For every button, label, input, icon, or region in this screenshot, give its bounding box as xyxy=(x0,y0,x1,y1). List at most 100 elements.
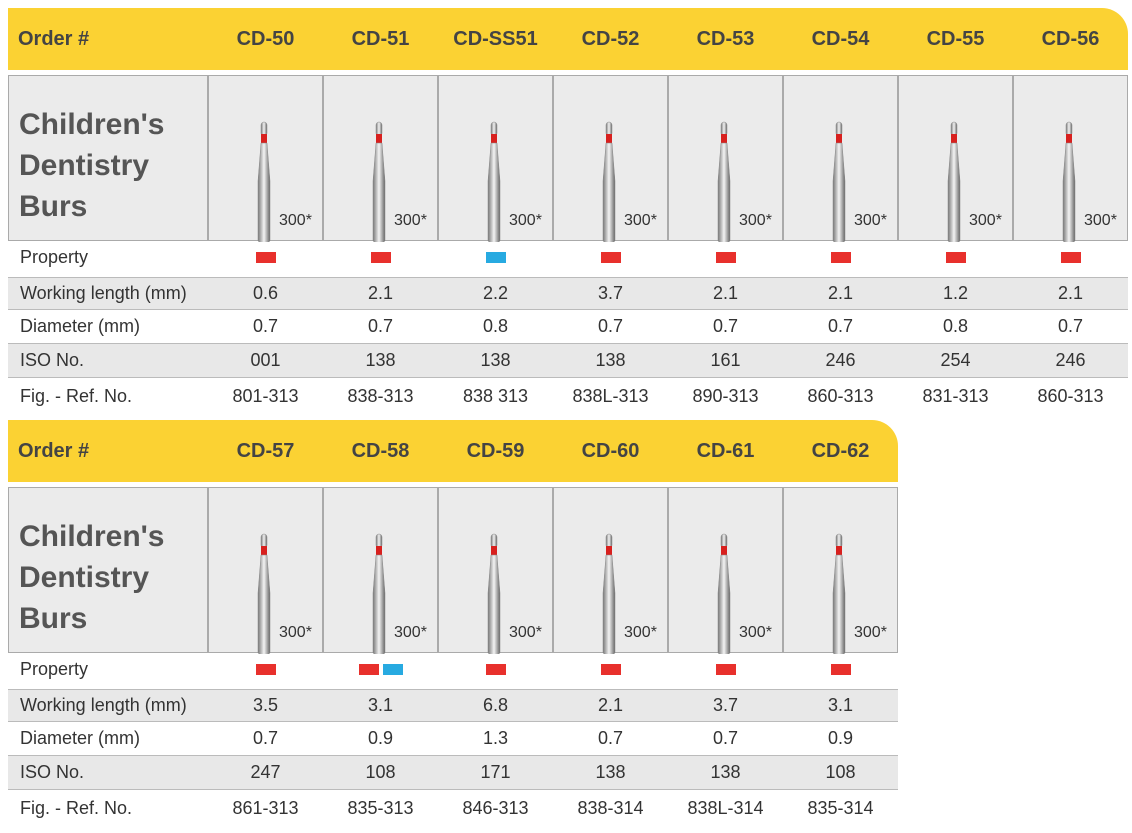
bur-image xyxy=(602,533,616,654)
cell-value: 0.7 xyxy=(252,728,279,748)
property-swatch xyxy=(485,252,506,263)
bur-image xyxy=(487,533,501,654)
section-title: Children's Dentistry Burs xyxy=(8,487,208,653)
image-cell: 300* xyxy=(553,75,668,242)
cell-value: 831-313 xyxy=(922,386,989,406)
order-code: CD-50 xyxy=(236,27,295,50)
cell-value: 0.7 xyxy=(1057,316,1084,336)
property-swatch xyxy=(715,252,736,263)
cell-value: 838L-314 xyxy=(687,798,764,818)
cell-value: 171 xyxy=(480,762,511,782)
image-note: 300* xyxy=(394,212,427,229)
order-code: CD-52 xyxy=(581,27,640,50)
property-swatch xyxy=(358,664,379,675)
cell-value: 801-313 xyxy=(232,386,299,406)
image-cell: 300* xyxy=(323,487,438,654)
order-code: CD-53 xyxy=(696,27,755,50)
cell-value: 3.7 xyxy=(597,283,624,303)
order-code: CD-54 xyxy=(811,27,870,50)
image-note: 300* xyxy=(739,624,772,641)
cell-value: 2.1 xyxy=(827,283,854,303)
section-title: Children's Dentistry Burs xyxy=(8,75,208,241)
property-swatch xyxy=(1060,252,1081,263)
cell-value: 0.7 xyxy=(712,316,739,336)
bur-image xyxy=(1062,121,1076,242)
property-swatch xyxy=(382,664,403,675)
cell-value: 890-313 xyxy=(692,386,759,406)
row-label: Diameter (mm) xyxy=(20,316,140,336)
order-code: CD-56 xyxy=(1041,27,1100,50)
cell-value: 835-314 xyxy=(807,798,874,818)
row-label: Working length (mm) xyxy=(20,695,187,715)
cell-value: 3.5 xyxy=(252,695,279,715)
title-line: Dentistry xyxy=(19,561,150,594)
cell-value: 1.3 xyxy=(482,728,509,748)
cell-value: 0.7 xyxy=(597,728,624,748)
cell-value: 838-314 xyxy=(577,798,644,818)
row-label: Working length (mm) xyxy=(20,283,187,303)
cell-value: 254 xyxy=(940,350,971,370)
image-cell: 300* xyxy=(553,487,668,654)
order-code: CD-SS51 xyxy=(453,27,538,50)
image-note: 300* xyxy=(509,212,542,229)
cell-value: 838-313 xyxy=(347,386,414,406)
order-code: CD-55 xyxy=(926,27,985,50)
header-label: Order # xyxy=(18,439,90,462)
cell-value: 838 313 xyxy=(462,386,529,406)
bur-image xyxy=(257,533,271,654)
title-line: Children's xyxy=(19,520,165,553)
property-swatch xyxy=(255,664,276,675)
cell-value: 1.2 xyxy=(942,283,969,303)
cell-value: 108 xyxy=(365,762,396,782)
bur-image xyxy=(717,121,731,242)
property-swatch xyxy=(600,664,621,675)
image-cell: 300* xyxy=(208,75,323,242)
order-code: CD-57 xyxy=(236,439,295,462)
cell-value: 3.1 xyxy=(367,695,394,715)
property-swatch xyxy=(255,252,276,263)
order-code: CD-51 xyxy=(351,27,410,50)
header-band xyxy=(8,420,898,482)
cell-value: 0.7 xyxy=(597,316,624,336)
property-label: Property xyxy=(20,246,89,267)
cell-value: 0.7 xyxy=(367,316,394,336)
row-label: ISO No. xyxy=(20,762,85,782)
row-band xyxy=(8,343,1128,378)
row-label: Fig. - Ref. No. xyxy=(20,798,133,818)
property-swatch xyxy=(370,252,391,263)
cell-value: 2.1 xyxy=(597,695,624,715)
bur-image xyxy=(947,121,961,242)
bur-image xyxy=(832,121,846,242)
image-cell: 300* xyxy=(783,75,898,242)
property-swatch xyxy=(485,664,506,675)
row-label: Diameter (mm) xyxy=(20,728,140,748)
row-band xyxy=(8,277,1128,310)
cell-value: 3.1 xyxy=(827,695,854,715)
row-band xyxy=(8,689,898,722)
image-note: 300* xyxy=(509,624,542,641)
property-swatch xyxy=(830,252,851,263)
title-line: Burs xyxy=(19,190,88,223)
order-code: CD-59 xyxy=(466,439,525,462)
image-cell: 300* xyxy=(783,487,898,654)
property-swatch xyxy=(600,252,621,263)
image-cell: 300* xyxy=(898,75,1013,242)
title-line: Dentistry xyxy=(19,149,150,182)
bur-image xyxy=(602,121,616,242)
header-band xyxy=(8,8,1128,70)
image-cell: 300* xyxy=(438,487,553,654)
cell-value: 2.1 xyxy=(1057,283,1084,303)
cell-value: 138 xyxy=(595,762,626,782)
image-note: 300* xyxy=(1084,212,1117,229)
title-line: Burs xyxy=(19,602,88,635)
cell-value: 0.8 xyxy=(482,316,509,336)
property-label: Property xyxy=(20,658,89,679)
header-label: Order # xyxy=(18,27,90,50)
cell-value: 838L-313 xyxy=(572,386,649,406)
image-note: 300* xyxy=(969,212,1002,229)
property-swatch xyxy=(715,664,736,675)
cell-value: 861-313 xyxy=(232,798,299,818)
cell-value: 138 xyxy=(365,350,396,370)
order-code: CD-60 xyxy=(581,439,640,462)
